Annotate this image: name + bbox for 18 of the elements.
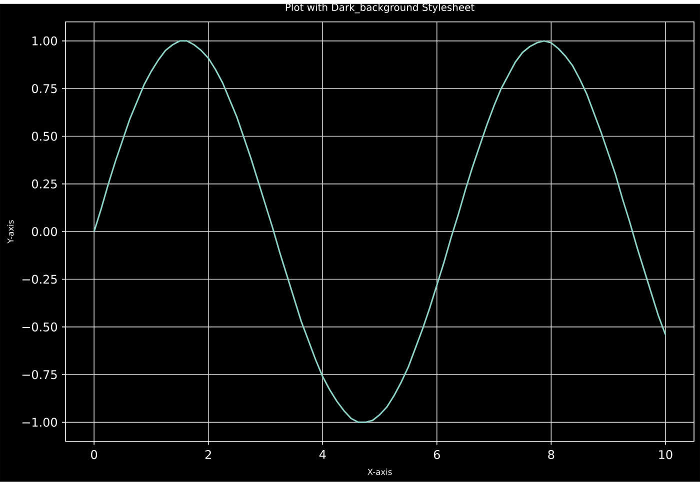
x-axis-title: X-axis	[368, 468, 392, 476]
y-tick-label: −0.75	[22, 370, 57, 380]
x-tick-label: 8	[548, 450, 554, 460]
x-tick-label: 6	[434, 450, 440, 460]
y-tick-label: 1.00	[32, 36, 58, 46]
y-tick-label: 0.75	[32, 84, 57, 94]
y-tick-label: −1.00	[22, 418, 58, 427]
chart-title: Plot with Dark_background Stylesheet	[286, 3, 474, 14]
x-tick-label: 10	[659, 450, 672, 460]
y-tick-label: 0.50	[32, 132, 58, 141]
y-tick-label: 0.00	[32, 227, 58, 236]
x-tick-label: 0	[91, 450, 98, 460]
y-tick-label: 0.25	[32, 179, 57, 189]
y-tick-label: −0.50	[22, 322, 58, 332]
x-tick-label: 2	[205, 450, 211, 459]
x-tick-label: 4	[319, 450, 326, 459]
y-axis-title: Y-axis	[7, 220, 14, 244]
y-tick-label: −0.25	[22, 274, 57, 284]
